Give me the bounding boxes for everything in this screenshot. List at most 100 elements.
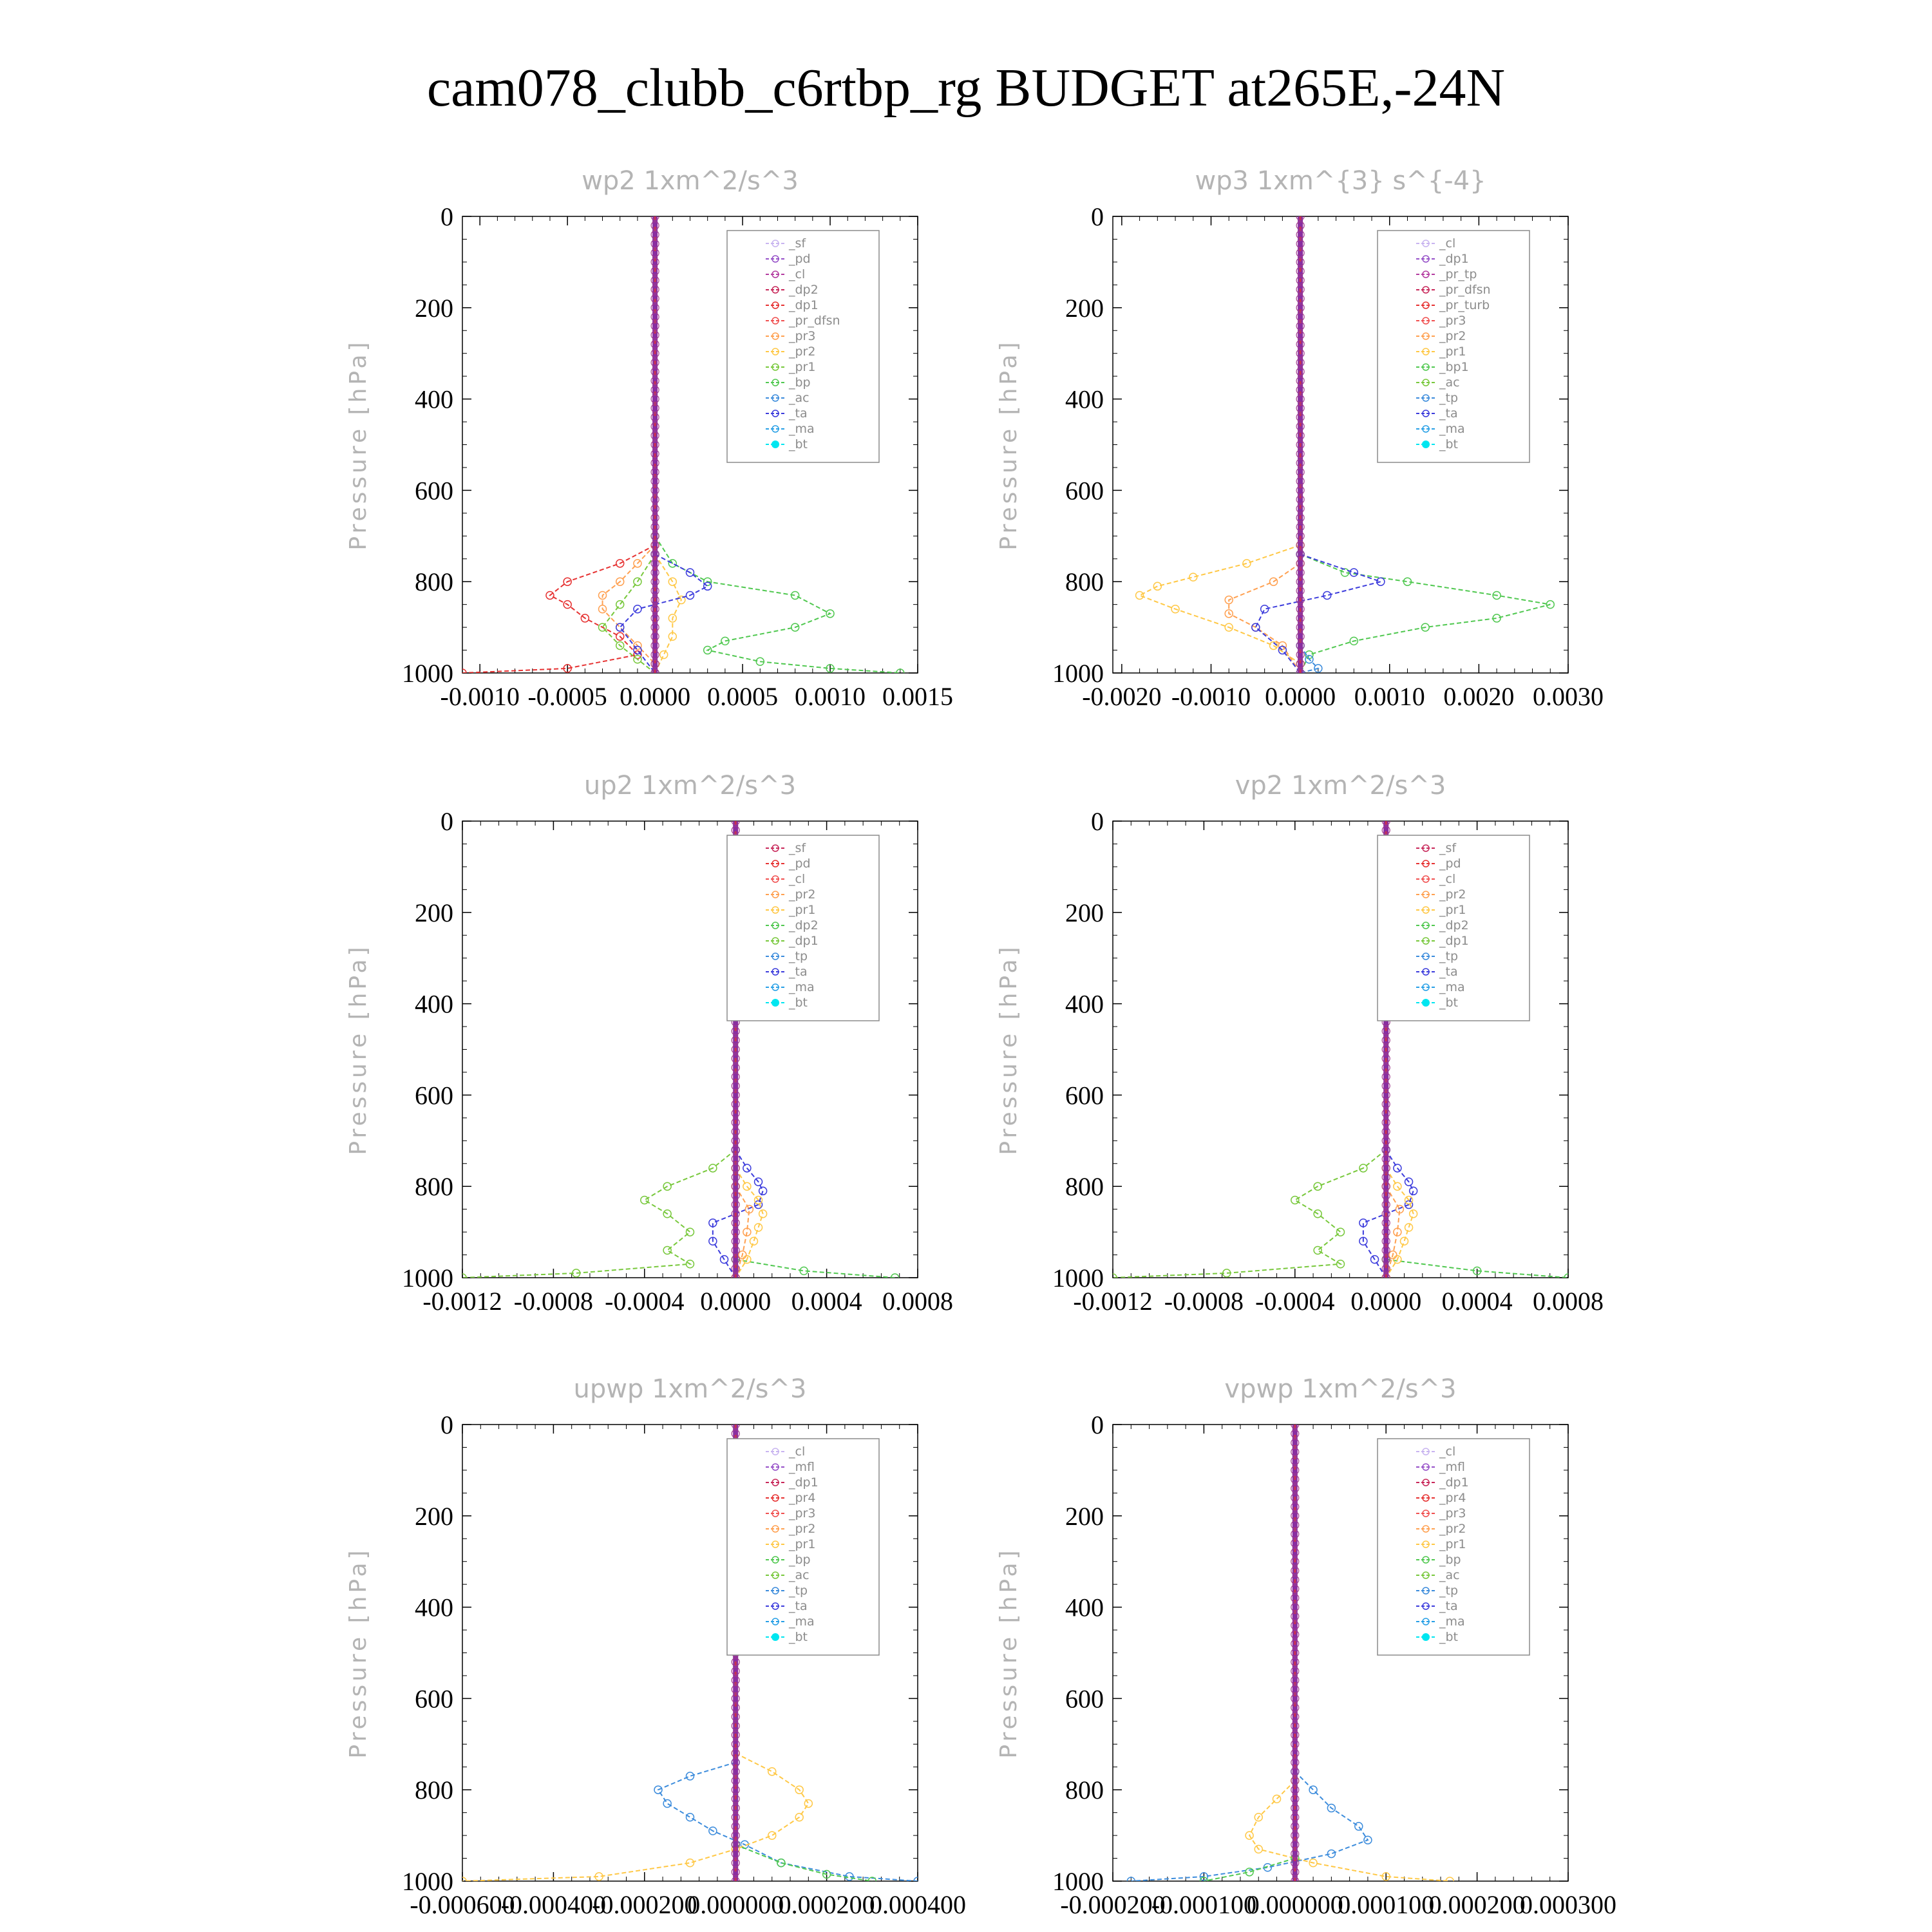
data-point <box>1403 577 1412 586</box>
data-point <box>1370 1255 1379 1264</box>
zero-profile-marker <box>1381 826 1390 835</box>
legend-marker <box>1422 922 1430 929</box>
y-tick-label: 200 <box>415 898 453 927</box>
x-tick-label: 0.000300 <box>1520 1890 1616 1919</box>
chart-panel-3: up2 1xm^2/s^3 Pressure [hPa] 0 200 400 600 800… <box>345 771 953 1316</box>
data-point <box>1272 1794 1282 1804</box>
series-group <box>1126 1425 1454 1881</box>
x-tick-label: -0.0004 <box>1255 1287 1334 1316</box>
data-point <box>1314 664 1323 673</box>
data-point <box>826 664 835 673</box>
zero-profile-marker <box>1291 1475 1300 1484</box>
zero-profile-marker <box>650 614 659 623</box>
x-tick-label: -0.000400 <box>501 1890 606 1919</box>
legend-label: _pr_dfsn <box>1439 283 1491 297</box>
zero-profile-marker <box>1381 1182 1390 1191</box>
zero-profile-marker <box>650 276 659 285</box>
zero-profile-marker <box>1296 550 1305 559</box>
data-point <box>1278 645 1287 655</box>
legend-label: _pr3 <box>788 1506 815 1520</box>
zero-profile-marker <box>731 1264 740 1273</box>
data-point <box>799 1266 808 1276</box>
series-line-pr3 <box>601 544 656 673</box>
data-point <box>768 1767 777 1776</box>
zero-profile-marker <box>1291 1877 1300 1881</box>
data-point <box>1404 1177 1414 1186</box>
zero-profile-marker <box>731 1045 740 1054</box>
data-point <box>890 1273 900 1278</box>
legend-marker <box>772 891 779 898</box>
zero-profile-marker <box>731 1694 740 1703</box>
zero-profile-marker <box>1296 285 1305 294</box>
legend-marker <box>772 240 779 247</box>
zero-profile-marker <box>650 577 659 586</box>
data-point <box>1445 1877 1454 1881</box>
zero-profile-marker <box>650 486 659 495</box>
legend-label: _bp <box>1439 1553 1461 1567</box>
legend-label: _tp <box>1439 1584 1458 1598</box>
y-tick-label: 800 <box>1065 1776 1104 1804</box>
x-tick-label: 0.0000 <box>620 682 690 711</box>
x-tick-label: 0.0000 <box>1265 682 1336 711</box>
y-tick-label: 200 <box>1065 898 1104 927</box>
legend-marker <box>772 999 779 1007</box>
zero-profile-marker <box>1291 1739 1300 1748</box>
series-line-pr2 <box>654 554 683 673</box>
data-point <box>708 1218 717 1227</box>
zero-profile-marker <box>650 258 659 267</box>
legend-marker <box>772 983 779 991</box>
zero-profile-marker <box>731 1081 740 1090</box>
zero-profile-marker <box>731 1813 740 1822</box>
y-tick-label: 200 <box>415 1502 453 1531</box>
data-point <box>633 641 642 650</box>
legend-label: _sf <box>1439 841 1457 855</box>
zero-profile-marker <box>1381 1072 1390 1081</box>
data-point <box>615 600 625 609</box>
zero-profile-marker <box>1291 1530 1300 1539</box>
zero-profile-marker <box>1291 1703 1300 1712</box>
data-point <box>790 623 800 632</box>
zero-profile-marker <box>1296 459 1305 468</box>
legend-label: _pr1 <box>788 360 815 374</box>
data-point <box>1393 1182 1402 1191</box>
zero-profile-marker <box>1291 1630 1300 1639</box>
zero-profile-marker <box>1381 1081 1390 1090</box>
legend-label: _bp1 <box>1439 360 1469 374</box>
zero-profile-marker <box>650 385 659 395</box>
legend-marker <box>1422 1587 1430 1595</box>
zero-profile-marker <box>1296 495 1305 504</box>
legend-box <box>1377 835 1530 1021</box>
data-point <box>663 1209 672 1218</box>
zero-profile-marker <box>1381 1191 1390 1200</box>
data-point <box>1313 1209 1322 1218</box>
legend-marker <box>772 906 779 914</box>
legend-label: _dp1 <box>1439 1475 1469 1490</box>
zero-profile-marker <box>650 504 659 513</box>
y-tick-label: 0 <box>1091 202 1104 231</box>
data-point <box>1245 1831 1254 1840</box>
y-tick-label: 800 <box>1065 567 1104 596</box>
chart-panel-5: upwp 1xm^2/s^3 Pressure [hPa] 0 200 400 600 80… <box>345 1374 966 1919</box>
x-tick-label: 0.0004 <box>1442 1287 1513 1316</box>
zero-profile-marker <box>1296 339 1305 349</box>
y-tick-label: 800 <box>1065 1172 1104 1201</box>
zero-profile-marker <box>650 221 659 230</box>
x-tick-label: 0.0008 <box>882 1287 953 1316</box>
legend-marker <box>772 1618 779 1625</box>
legend-marker <box>1422 1633 1430 1641</box>
data-point <box>1199 1872 1209 1881</box>
zero-profile-marker <box>1381 1164 1390 1173</box>
zero-profile-marker <box>731 1173 740 1182</box>
zero-profile-marker <box>1381 1155 1390 1164</box>
zero-profile-marker <box>1291 1438 1300 1447</box>
legend-marker <box>772 1587 779 1595</box>
x-tick-label: -0.000200 <box>1060 1890 1165 1919</box>
zero-profile-marker <box>1291 1803 1300 1813</box>
zero-profile-marker <box>731 1425 740 1429</box>
chart-panel-4: vp2 1xm^2/s^3 Pressure [hPa] 0 200 400 600 800… <box>996 771 1604 1316</box>
zero-profile-marker <box>1296 559 1305 568</box>
x-tick-label: 0.0000 <box>1350 1287 1421 1316</box>
legend-label: _bt <box>788 1630 808 1644</box>
legend-marker <box>772 286 779 294</box>
legend-marker <box>772 968 779 976</box>
